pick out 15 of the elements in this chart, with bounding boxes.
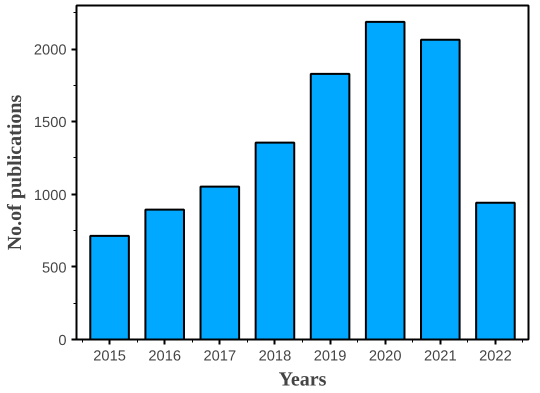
y-tick-label: 2000 — [34, 42, 67, 59]
y-tick-label: 1000 — [34, 188, 67, 204]
y-tick-label: 0 — [58, 333, 67, 349]
x-axis-title: Years — [278, 368, 327, 390]
x-tick-label: 2021 — [424, 348, 457, 364]
x-tick-label: 2019 — [314, 348, 346, 364]
x-tick-label: 2016 — [148, 348, 181, 364]
x-tick-label: 2020 — [368, 348, 402, 364]
y-tick-label: 1500 — [34, 115, 67, 132]
x-tick-label: 2018 — [258, 348, 292, 364]
x-tick-label: 2015 — [93, 348, 126, 364]
x-tick-label: 2017 — [204, 348, 236, 364]
x-tick-label: 2022 — [479, 348, 512, 364]
y-axis-title: No.of publications — [4, 94, 26, 250]
y-tick-label: 500 — [42, 260, 67, 276]
